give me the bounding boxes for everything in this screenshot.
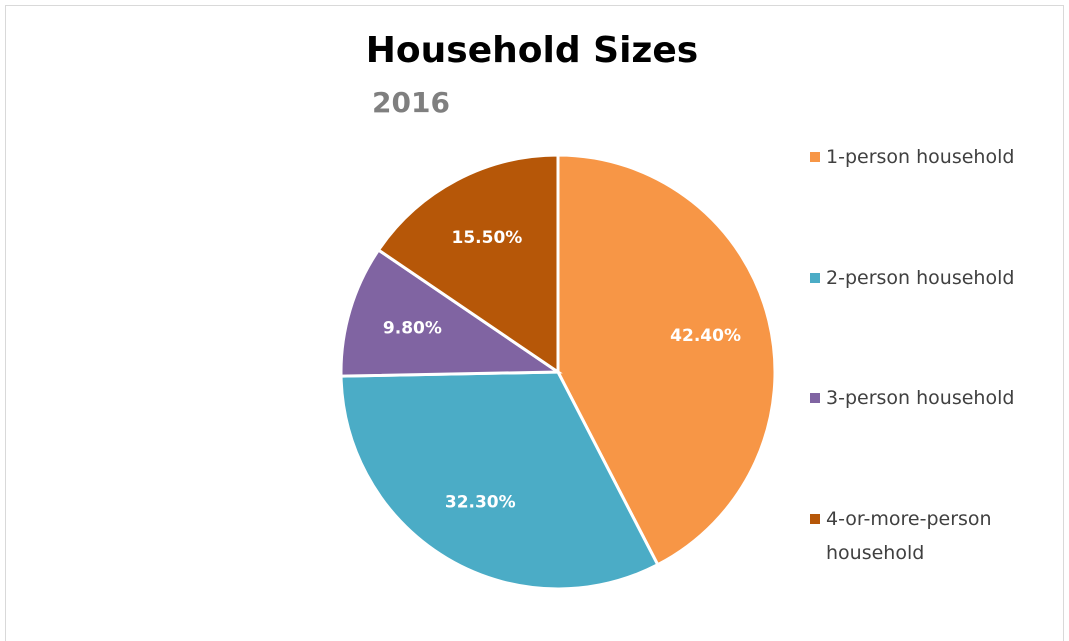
legend-label: 3-person household <box>826 387 1015 409</box>
legend-label: 4-or-more-person household <box>826 508 992 564</box>
data-label: 32.30% <box>445 493 516 513</box>
chart-title: Household Sizes <box>366 30 698 71</box>
data-label: 15.50% <box>452 228 523 248</box>
chart-subtitle: 2016 <box>372 86 450 119</box>
legend-item: 3-person household <box>810 381 1050 415</box>
legend-swatch <box>810 152 820 162</box>
legend-item: 2-person household <box>810 261 1050 295</box>
pie-slice <box>339 247 563 378</box>
legend-label: 1-person household <box>826 146 1015 168</box>
data-label: 42.40% <box>670 326 741 346</box>
pie-slice <box>556 153 777 567</box>
legend-item: 1-person household <box>810 140 1050 174</box>
data-label: 9.80% <box>383 319 442 339</box>
legend-swatch <box>810 514 820 524</box>
legend-item: 4-or-more-person household <box>810 502 1050 570</box>
chart-border <box>5 5 1064 641</box>
legend-swatch <box>810 273 820 283</box>
pie-slice <box>376 153 560 375</box>
legend-swatch <box>810 393 820 403</box>
pie-slice <box>339 370 660 591</box>
legend-label: 2-person household <box>826 267 1015 289</box>
